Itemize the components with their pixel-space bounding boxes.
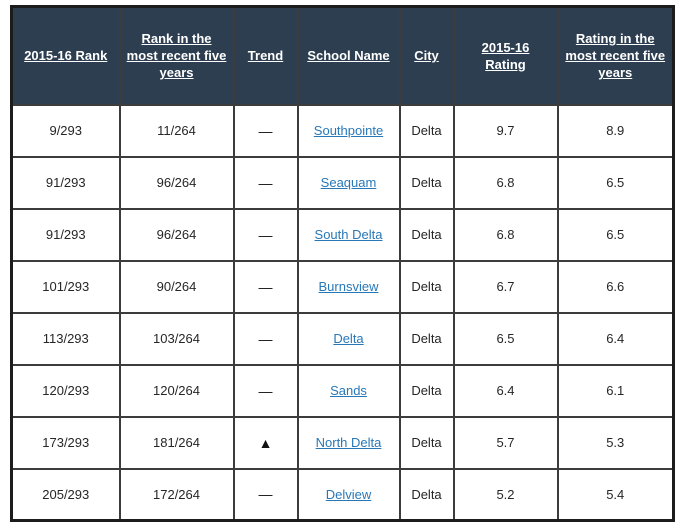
col-header-rating-recent-label[interactable]: Rating in the most recent five years xyxy=(565,31,666,81)
col-header-city-label[interactable]: City xyxy=(414,48,439,64)
trend-indicator: — xyxy=(232,363,299,418)
rating-cell: 5.2 xyxy=(452,467,559,522)
trend-indicator: — xyxy=(232,207,299,262)
trend-indicator: — xyxy=(232,467,299,522)
school-name-cell: North Delta xyxy=(296,415,401,470)
rating-cell: 6.7 xyxy=(452,259,559,314)
rating-recent-cell: 6.1 xyxy=(556,363,675,418)
school-link[interactable]: North Delta xyxy=(315,435,382,450)
rating-recent-cell: 8.9 xyxy=(556,103,675,158)
trend-indicator: — xyxy=(232,259,299,314)
rank-cell: 91/293 xyxy=(10,207,121,262)
rating-cell: 6.5 xyxy=(452,311,559,366)
city-cell: Delta xyxy=(398,259,455,314)
rating-cell: 6.4 xyxy=(452,363,559,418)
table-row: 120/293 120/264 — Sands Delta 6.4 6.1 xyxy=(10,363,675,418)
trend-indicator: — xyxy=(232,311,299,366)
school-name-cell: Sands xyxy=(296,363,401,418)
trend-indicator: — xyxy=(232,155,299,210)
rank-recent-cell: 90/264 xyxy=(118,259,235,314)
col-header-city[interactable]: City xyxy=(398,5,455,106)
school-link[interactable]: Burnsview xyxy=(318,279,379,294)
rating-recent-cell: 6.4 xyxy=(556,311,675,366)
table-row: 9/293 11/264 — Southpointe Delta 9.7 8.9 xyxy=(10,103,675,158)
rank-cell: 113/293 xyxy=(10,311,121,366)
table-row: 101/293 90/264 — Burnsview Delta 6.7 6.6 xyxy=(10,259,675,314)
rank-recent-cell: 120/264 xyxy=(118,363,235,418)
table-header-row: 2015-16 Rank Rank in the most recent fiv… xyxy=(10,5,675,106)
school-link[interactable]: South Delta xyxy=(314,227,383,242)
rating-recent-cell: 6.5 xyxy=(556,155,675,210)
table-body: 9/293 11/264 — Southpointe Delta 9.7 8.9… xyxy=(10,103,675,522)
col-header-rating[interactable]: 2015-16 Rating xyxy=(452,5,559,106)
col-header-rating-recent[interactable]: Rating in the most recent five years xyxy=(556,5,675,106)
table-row: 205/293 172/264 — Delview Delta 5.2 5.4 xyxy=(10,467,675,522)
school-name-cell: Seaquam xyxy=(296,155,401,210)
rank-cell: 101/293 xyxy=(10,259,121,314)
rank-cell: 91/293 xyxy=(10,155,121,210)
table-row: 173/293 181/264 ▲ North Delta Delta 5.7 … xyxy=(10,415,675,470)
trend-up-indicator: ▲ xyxy=(232,415,299,470)
rank-cell: 9/293 xyxy=(10,103,121,158)
col-header-rank[interactable]: 2015-16 Rank xyxy=(10,5,121,106)
rank-recent-cell: 103/264 xyxy=(118,311,235,366)
rank-recent-cell: 172/264 xyxy=(118,467,235,522)
city-cell: Delta xyxy=(398,311,455,366)
rating-recent-cell: 5.3 xyxy=(556,415,675,470)
rating-recent-cell: 6.6 xyxy=(556,259,675,314)
rank-cell: 120/293 xyxy=(10,363,121,418)
school-name-cell: Delta xyxy=(296,311,401,366)
rank-cell: 173/293 xyxy=(10,415,121,470)
rank-recent-cell: 181/264 xyxy=(118,415,235,470)
city-cell: Delta xyxy=(398,103,455,158)
col-header-school-name-label[interactable]: School Name xyxy=(307,48,390,64)
school-rankings-table: 2015-16 Rank Rank in the most recent fiv… xyxy=(10,5,675,522)
col-header-rating-label[interactable]: 2015-16 Rating xyxy=(481,39,530,72)
rating-cell: 6.8 xyxy=(452,207,559,262)
city-cell: Delta xyxy=(398,207,455,262)
trend-indicator: — xyxy=(232,103,299,158)
col-header-trend[interactable]: Trend xyxy=(232,5,299,106)
rank-recent-cell: 96/264 xyxy=(118,155,235,210)
table-row: 91/293 96/264 — Seaquam Delta 6.8 6.5 xyxy=(10,155,675,210)
rating-recent-cell: 6.5 xyxy=(556,207,675,262)
col-header-trend-label[interactable]: Trend xyxy=(247,48,284,64)
rank-recent-cell: 96/264 xyxy=(118,207,235,262)
rating-recent-cell: 5.4 xyxy=(556,467,675,522)
rank-recent-cell: 11/264 xyxy=(118,103,235,158)
city-cell: Delta xyxy=(398,467,455,522)
rating-cell: 6.8 xyxy=(452,155,559,210)
col-header-rank-recent[interactable]: Rank in the most recent five years xyxy=(118,5,235,106)
col-header-rank-recent-label[interactable]: Rank in the most recent five years xyxy=(126,31,227,81)
col-header-school-name[interactable]: School Name xyxy=(296,5,401,106)
school-link[interactable]: Seaquam xyxy=(320,175,377,190)
school-link[interactable]: Delta xyxy=(333,331,364,346)
school-name-cell: South Delta xyxy=(296,207,401,262)
col-header-rank-label[interactable]: 2015-16 Rank xyxy=(24,48,108,64)
school-link[interactable]: Sands xyxy=(330,383,367,398)
table-row: 91/293 96/264 — South Delta Delta 6.8 6.… xyxy=(10,207,675,262)
school-name-cell: Southpointe xyxy=(296,103,401,158)
school-link[interactable]: Delview xyxy=(325,486,372,502)
school-name-cell: Burnsview xyxy=(296,259,401,314)
city-cell: Delta xyxy=(398,415,455,470)
rating-cell: 9.7 xyxy=(452,103,559,158)
table-row: 113/293 103/264 — Delta Delta 6.5 6.4 xyxy=(10,311,675,366)
city-cell: Delta xyxy=(398,155,455,210)
rating-cell: 5.7 xyxy=(452,415,559,470)
school-name-cell: Delview xyxy=(296,467,401,522)
city-cell: Delta xyxy=(398,363,455,418)
rank-cell: 205/293 xyxy=(10,467,121,522)
school-link[interactable]: Southpointe xyxy=(313,123,384,138)
